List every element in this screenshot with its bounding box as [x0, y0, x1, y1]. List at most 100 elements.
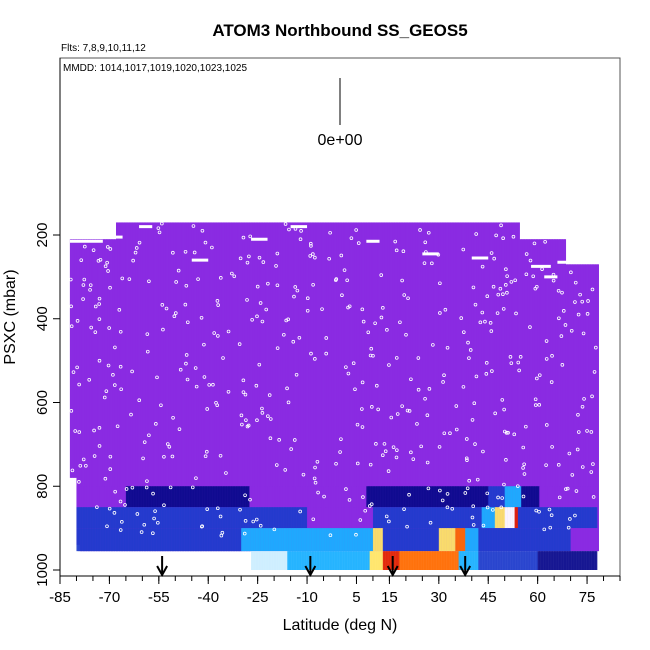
field-band-cell: [267, 551, 270, 570]
field-band-cell: [144, 486, 147, 508]
sample-point: [528, 325, 532, 329]
x-tick-label: 15: [381, 589, 398, 606]
field-band-cell: [516, 486, 519, 508]
x-tick-label: 60: [529, 589, 546, 606]
field-band-cell: [400, 486, 403, 508]
field-band-cell: [366, 528, 369, 552]
field-band-cell: [298, 507, 301, 529]
field-band-cell: [387, 551, 390, 570]
field-band-cell: [379, 528, 382, 552]
field-band-cell: [366, 507, 369, 529]
field-cell: [468, 222, 471, 552]
sample-point: [524, 252, 529, 256]
sample-point: [385, 328, 389, 332]
field-band-cell: [369, 551, 372, 570]
field-cell: [519, 239, 522, 552]
x-tick-label: -55: [148, 589, 170, 606]
field-cell: [391, 222, 394, 552]
field-band-cell: [595, 551, 598, 570]
field-band-cell: [448, 551, 451, 570]
field-band-cell: [122, 507, 125, 529]
field-cell: [116, 222, 119, 552]
field-cell: [249, 222, 252, 552]
field-band-cell: [356, 486, 359, 508]
field-band-cell: [262, 551, 265, 570]
sample-point: [174, 280, 178, 284]
sample-point: [328, 533, 333, 537]
field-band-cell: [564, 486, 567, 508]
field-band-cell: [364, 551, 367, 570]
field-band-cell: [132, 507, 135, 529]
field-band-cell: [555, 528, 558, 552]
sample-point: [351, 361, 356, 365]
sample-point: [78, 464, 83, 468]
field-band-cell: [298, 551, 301, 570]
field-band-cell: [292, 507, 295, 529]
field-cell: [483, 222, 486, 552]
field-band-cell: [402, 528, 405, 552]
field-band-cell: [356, 528, 359, 552]
field-cell: [402, 222, 405, 552]
field-cell: [181, 222, 184, 552]
sample-point: [557, 495, 562, 500]
field-cell: [539, 239, 542, 552]
field-band-cell: [433, 528, 436, 552]
field-band-cell: [295, 486, 298, 508]
sample-point: [394, 356, 399, 360]
field-band-cell: [555, 486, 558, 508]
field-cell: [377, 222, 380, 552]
field-band-cell: [204, 486, 207, 508]
field-band-cell: [521, 507, 524, 529]
sample-point: [84, 464, 88, 468]
field-band-cell: [536, 486, 539, 508]
field-cell: [361, 222, 364, 552]
field-band-cell: [412, 507, 415, 529]
field-cell: [272, 222, 275, 552]
field-band-cell: [420, 507, 423, 529]
field-cell: [547, 239, 550, 552]
field-band-cell: [209, 528, 212, 552]
field-band-cell: [372, 507, 375, 529]
field-band-cell: [284, 528, 287, 552]
field-band-cell: [496, 528, 499, 552]
sample-point: [533, 397, 538, 402]
sample-point: [426, 486, 431, 491]
sample-point: [168, 485, 173, 490]
field-band-cell: [565, 551, 568, 570]
field-band-cell: [448, 486, 451, 508]
field-band-cell: [578, 486, 581, 508]
sample-point: [185, 377, 190, 382]
field-cell: [572, 264, 575, 552]
sample-point: [77, 382, 81, 387]
field-band-cell: [122, 528, 125, 552]
sample-point: [345, 278, 349, 283]
sample-point: [77, 480, 81, 484]
sample-point: [543, 239, 547, 244]
field-band-cell: [231, 486, 234, 508]
field-band-cell: [503, 507, 506, 529]
sample-point: [119, 387, 123, 392]
sample-point: [311, 282, 315, 287]
field-band-cell: [195, 486, 198, 508]
field-cell: [470, 222, 473, 552]
field-band-cell: [102, 507, 105, 529]
field-cell: [117, 222, 120, 552]
field-cell: [447, 222, 450, 552]
field-band-cell: [292, 551, 295, 570]
field-cell: [592, 264, 595, 552]
sample-point: [471, 504, 476, 509]
field-band-cell: [308, 507, 311, 529]
field-band-cell: [382, 528, 385, 552]
field-cell: [476, 222, 479, 552]
sample-point: [103, 264, 108, 268]
field-band-cell: [371, 486, 374, 508]
field-band-cell: [590, 507, 593, 529]
sample-point: [384, 514, 389, 519]
field-band-cell: [542, 528, 545, 552]
sample-point: [586, 299, 590, 303]
field-band-cell: [424, 528, 427, 552]
field-cell: [167, 222, 170, 552]
sample-point: [499, 505, 504, 510]
field-band-cell: [527, 551, 530, 570]
